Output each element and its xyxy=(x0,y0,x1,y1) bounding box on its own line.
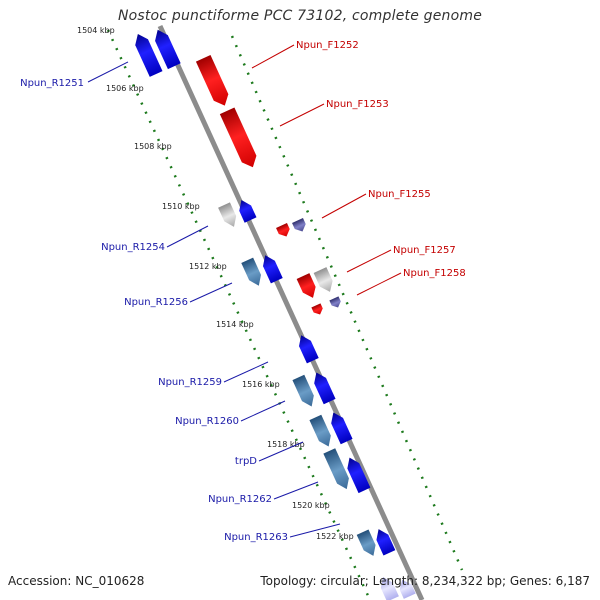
reverse-gene-label: Npun_R1251 xyxy=(20,78,84,89)
gene-npun-f1252 xyxy=(195,55,229,106)
forward-label-connector xyxy=(356,272,402,296)
gene-features xyxy=(135,29,416,600)
reverse-guide-line xyxy=(106,29,372,600)
forward-gene-label: Npun_F1255 xyxy=(368,189,431,200)
forward-gene-label: Npun_F1253 xyxy=(326,99,389,110)
forward-gene-label: Npun_F1258 xyxy=(403,268,466,279)
accession-text: Accession: NC_010628 xyxy=(8,574,145,588)
gene-labels: Npun_R1251 Npun_R1254 Npun_R1256 Npun_R1259… xyxy=(20,40,466,543)
gene-grey-1510 xyxy=(218,202,237,227)
genome-backbone xyxy=(157,24,425,600)
gene-npun-r1262-a xyxy=(323,448,349,490)
scale-label: 1510 kbp xyxy=(162,202,200,211)
scale-label: 1506 kbp xyxy=(106,84,144,93)
gene-npun-r1260-a xyxy=(292,374,314,407)
forward-label-connector xyxy=(279,103,325,127)
gene-npun-r1256-b xyxy=(263,255,283,284)
forward-gene-label: Npun_F1257 xyxy=(393,245,456,256)
reverse-label-connector xyxy=(273,481,319,500)
gene-npun-r1260-b xyxy=(314,372,336,405)
gene-npun-r1263-b xyxy=(376,529,396,556)
gene-npun-f1258-b xyxy=(329,296,341,308)
scale-label: 1516 kbp xyxy=(242,380,280,389)
reverse-label-connector xyxy=(289,523,341,538)
scale-label: 1508 kbp xyxy=(134,142,172,151)
gene-npun-f1257 xyxy=(296,273,316,298)
scale-label: 1512 kbp xyxy=(189,262,227,271)
gene-npun-r1262-b xyxy=(347,457,371,494)
scale-label: 1514 kbp xyxy=(216,320,254,329)
gene-npun-r1251-a xyxy=(135,33,163,77)
reverse-label-connector xyxy=(87,61,129,83)
gene-npun-r1263-a xyxy=(356,529,376,556)
genome-summary-text: Topology: circular; Length: 8,234,322 bp… xyxy=(260,574,590,588)
forward-label-connector xyxy=(321,193,367,219)
gene-light-1524 xyxy=(380,577,399,600)
reverse-gene-label: Npun_R1254 xyxy=(101,242,165,253)
gene-npun-f1258-a xyxy=(311,303,323,315)
reverse-gene-label: Npun_R1259 xyxy=(158,377,222,388)
forward-gene-label: Npun_F1252 xyxy=(296,40,359,51)
reverse-gene-label: Npun_R1256 xyxy=(124,297,188,308)
reverse-label-connector xyxy=(258,441,304,462)
reverse-gene-label: trpD xyxy=(235,456,257,467)
reverse-gene-label: Npun_R1262 xyxy=(208,494,272,505)
gene-trpd-b xyxy=(331,412,353,445)
reverse-gene-label: Npun_R1263 xyxy=(224,532,288,543)
gene-npun-r1251-b xyxy=(155,29,181,70)
scale-label: 1522 kbp xyxy=(316,532,354,541)
scale-labels: 1504 kbp 1506 kbp 1508 kbp 1510 kbp 1512 kbp… xyxy=(77,26,354,541)
reverse-gene-label: Npun_R1260 xyxy=(175,416,239,427)
forward-guide-line xyxy=(230,35,464,571)
gene-npun-r1259 xyxy=(299,335,319,364)
gene-npun-f1255-b xyxy=(292,218,306,232)
gene-trpd-a xyxy=(309,414,331,447)
forward-label-connector xyxy=(346,249,392,273)
forward-label-connector xyxy=(251,44,295,69)
reverse-label-connector xyxy=(189,282,233,303)
scale-label: 1504 kbp xyxy=(77,26,115,35)
gene-light-1524-b xyxy=(399,579,416,599)
gene-grey-1513 xyxy=(313,267,333,292)
gene-npun-r1256-a xyxy=(241,257,261,286)
scale-label: 1520 kbp xyxy=(292,501,330,510)
scale-label: 1518 kbp xyxy=(267,440,305,449)
gene-npun-f1255-a xyxy=(276,223,290,237)
label-connectors xyxy=(87,44,402,538)
gene-npun-f1253 xyxy=(219,107,257,168)
reverse-label-connector xyxy=(166,225,209,248)
reverse-label-connector xyxy=(223,361,269,383)
reverse-label-connector xyxy=(240,400,286,422)
gene-npun-r1254 xyxy=(239,199,257,223)
map-title: Nostoc punctiforme PCC 73102, complete g… xyxy=(117,8,483,24)
